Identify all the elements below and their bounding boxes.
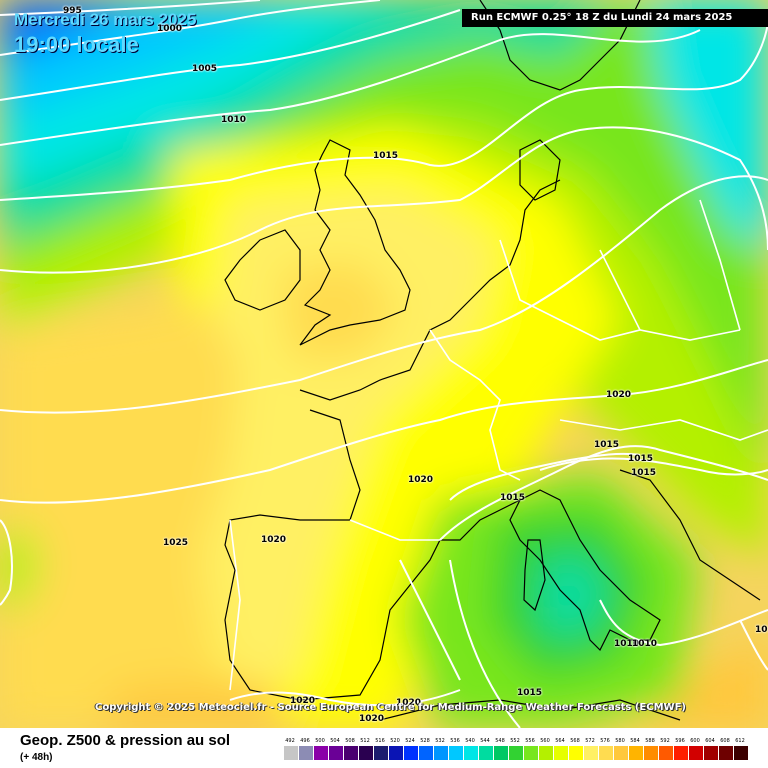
legend-tick-label: 572 [585, 738, 595, 744]
isobar-label: 1015 [500, 493, 526, 503]
isobar-label: 1020 [359, 714, 385, 724]
legend-swatch [734, 746, 749, 760]
isobar-label: 1005 [192, 64, 218, 74]
legend-swatch [539, 746, 554, 760]
legend-swatch [599, 746, 614, 760]
chart-subtitle: (+ 48h) [20, 752, 53, 763]
legend-swatch [464, 746, 479, 760]
legend-swatch [689, 746, 704, 760]
legend-swatch [374, 746, 389, 760]
legend-swatch [644, 746, 659, 760]
legend-swatch [314, 746, 329, 760]
legend-swatch [494, 746, 509, 760]
borders [229, 199, 768, 691]
legend-swatch [524, 746, 539, 760]
isobar-label: 1010 [632, 639, 658, 649]
legend-tick-label: 524 [405, 738, 415, 744]
legend-tick-label: 552 [510, 738, 520, 744]
legend-tick-label: 564 [555, 738, 565, 744]
geopotential-field [0, 0, 768, 728]
legend-tick-label: 576 [600, 738, 610, 744]
isobar-label: 1015 [628, 454, 654, 464]
legend-tick-label: 532 [435, 738, 445, 744]
legend-swatch [404, 746, 419, 760]
isobar-label: 1015 [373, 151, 399, 161]
isobar-label: 1015 [755, 625, 768, 635]
isobar-label: 1015 [517, 688, 543, 698]
legend-swatch [359, 746, 374, 760]
isobar-label: 1015 [631, 468, 657, 478]
coastlines [224, 0, 761, 721]
weather-map: Mercredi 26 mars 2025 19:00 locale Run E… [0, 0, 768, 728]
isobar-label: 1010 [221, 115, 247, 125]
legend-swatch [389, 746, 404, 760]
legend-swatch [659, 746, 674, 760]
legend-tick-label: 612 [735, 738, 745, 744]
legend-swatch [509, 746, 524, 760]
legend-swatch [434, 746, 449, 760]
legend-tick-label: 604 [705, 738, 715, 744]
legend-tick-label: 508 [345, 738, 355, 744]
isobar-label: 995 [63, 6, 82, 16]
legend-tick-label: 496 [300, 738, 310, 744]
isobar-label: 1020 [261, 535, 287, 545]
legend-tick-label: 568 [570, 738, 580, 744]
legend-swatch [344, 746, 359, 760]
isobar-label: 1020 [408, 475, 434, 485]
legend-swatch [674, 746, 689, 760]
chart-title: Geop. Z500 & pression au sol [20, 732, 231, 749]
legend-tick-label: 596 [675, 738, 685, 744]
run-info: Run ECMWF 0.25° 18 Z du Lundi 24 mars 20… [462, 9, 768, 27]
legend-tick-label: 492 [285, 738, 295, 744]
legend-tick-label: 504 [330, 738, 340, 744]
legend-swatch [704, 746, 719, 760]
legend-tick-label: 536 [450, 738, 460, 744]
isobar-label: 1020 [606, 390, 632, 400]
legend-tick-label: 520 [390, 738, 400, 744]
legend-swatch [419, 746, 434, 760]
isobar-label: 1025 [163, 538, 189, 548]
legend-tick-label: 516 [375, 738, 385, 744]
legend-tick-label: 608 [720, 738, 730, 744]
legend-swatch [284, 746, 299, 760]
legend-swatch [719, 746, 734, 760]
legend-tick-label: 500 [315, 738, 325, 744]
legend-swatch [569, 746, 584, 760]
legend-swatch [329, 746, 344, 760]
legend-tick-label: 588 [645, 738, 655, 744]
legend-tick-label: 580 [615, 738, 625, 744]
isobar-label: 1000 [157, 24, 183, 34]
footer: Geop. Z500 & pression au sol (+ 48h) 492… [0, 728, 768, 768]
legend-swatch [614, 746, 629, 760]
map-canvas [0, 0, 768, 728]
legend-tick-label: 556 [525, 738, 535, 744]
legend-swatch [449, 746, 464, 760]
isobars [0, 0, 768, 728]
legend-tick-label: 512 [360, 738, 370, 744]
legend-tick-label: 528 [420, 738, 430, 744]
legend-tick-label: 548 [495, 738, 505, 744]
forecast-time: 19:00 locale [14, 32, 139, 57]
legend-tick-label: 544 [480, 738, 490, 744]
legend-tick-label: 592 [660, 738, 670, 744]
legend-tick-label: 600 [690, 738, 700, 744]
legend-swatch [479, 746, 494, 760]
isobar-label: 1010 [614, 639, 640, 649]
legend-tick-label: 540 [465, 738, 475, 744]
isobar-label: 1020 [396, 698, 422, 708]
forecast-date: Mercredi 26 mars 2025 [14, 10, 197, 29]
legend-swatch [584, 746, 599, 760]
legend-swatch [554, 746, 569, 760]
copyright-notice: Copyright © 2025 Meteociel.fr - Source E… [95, 702, 686, 713]
legend-swatch [629, 746, 644, 760]
legend-swatch [299, 746, 314, 760]
isobar-label: 1015 [594, 440, 620, 450]
legend-tick-label: 560 [540, 738, 550, 744]
isobar-label: 1020 [290, 696, 316, 706]
legend-tick-label: 584 [630, 738, 640, 744]
